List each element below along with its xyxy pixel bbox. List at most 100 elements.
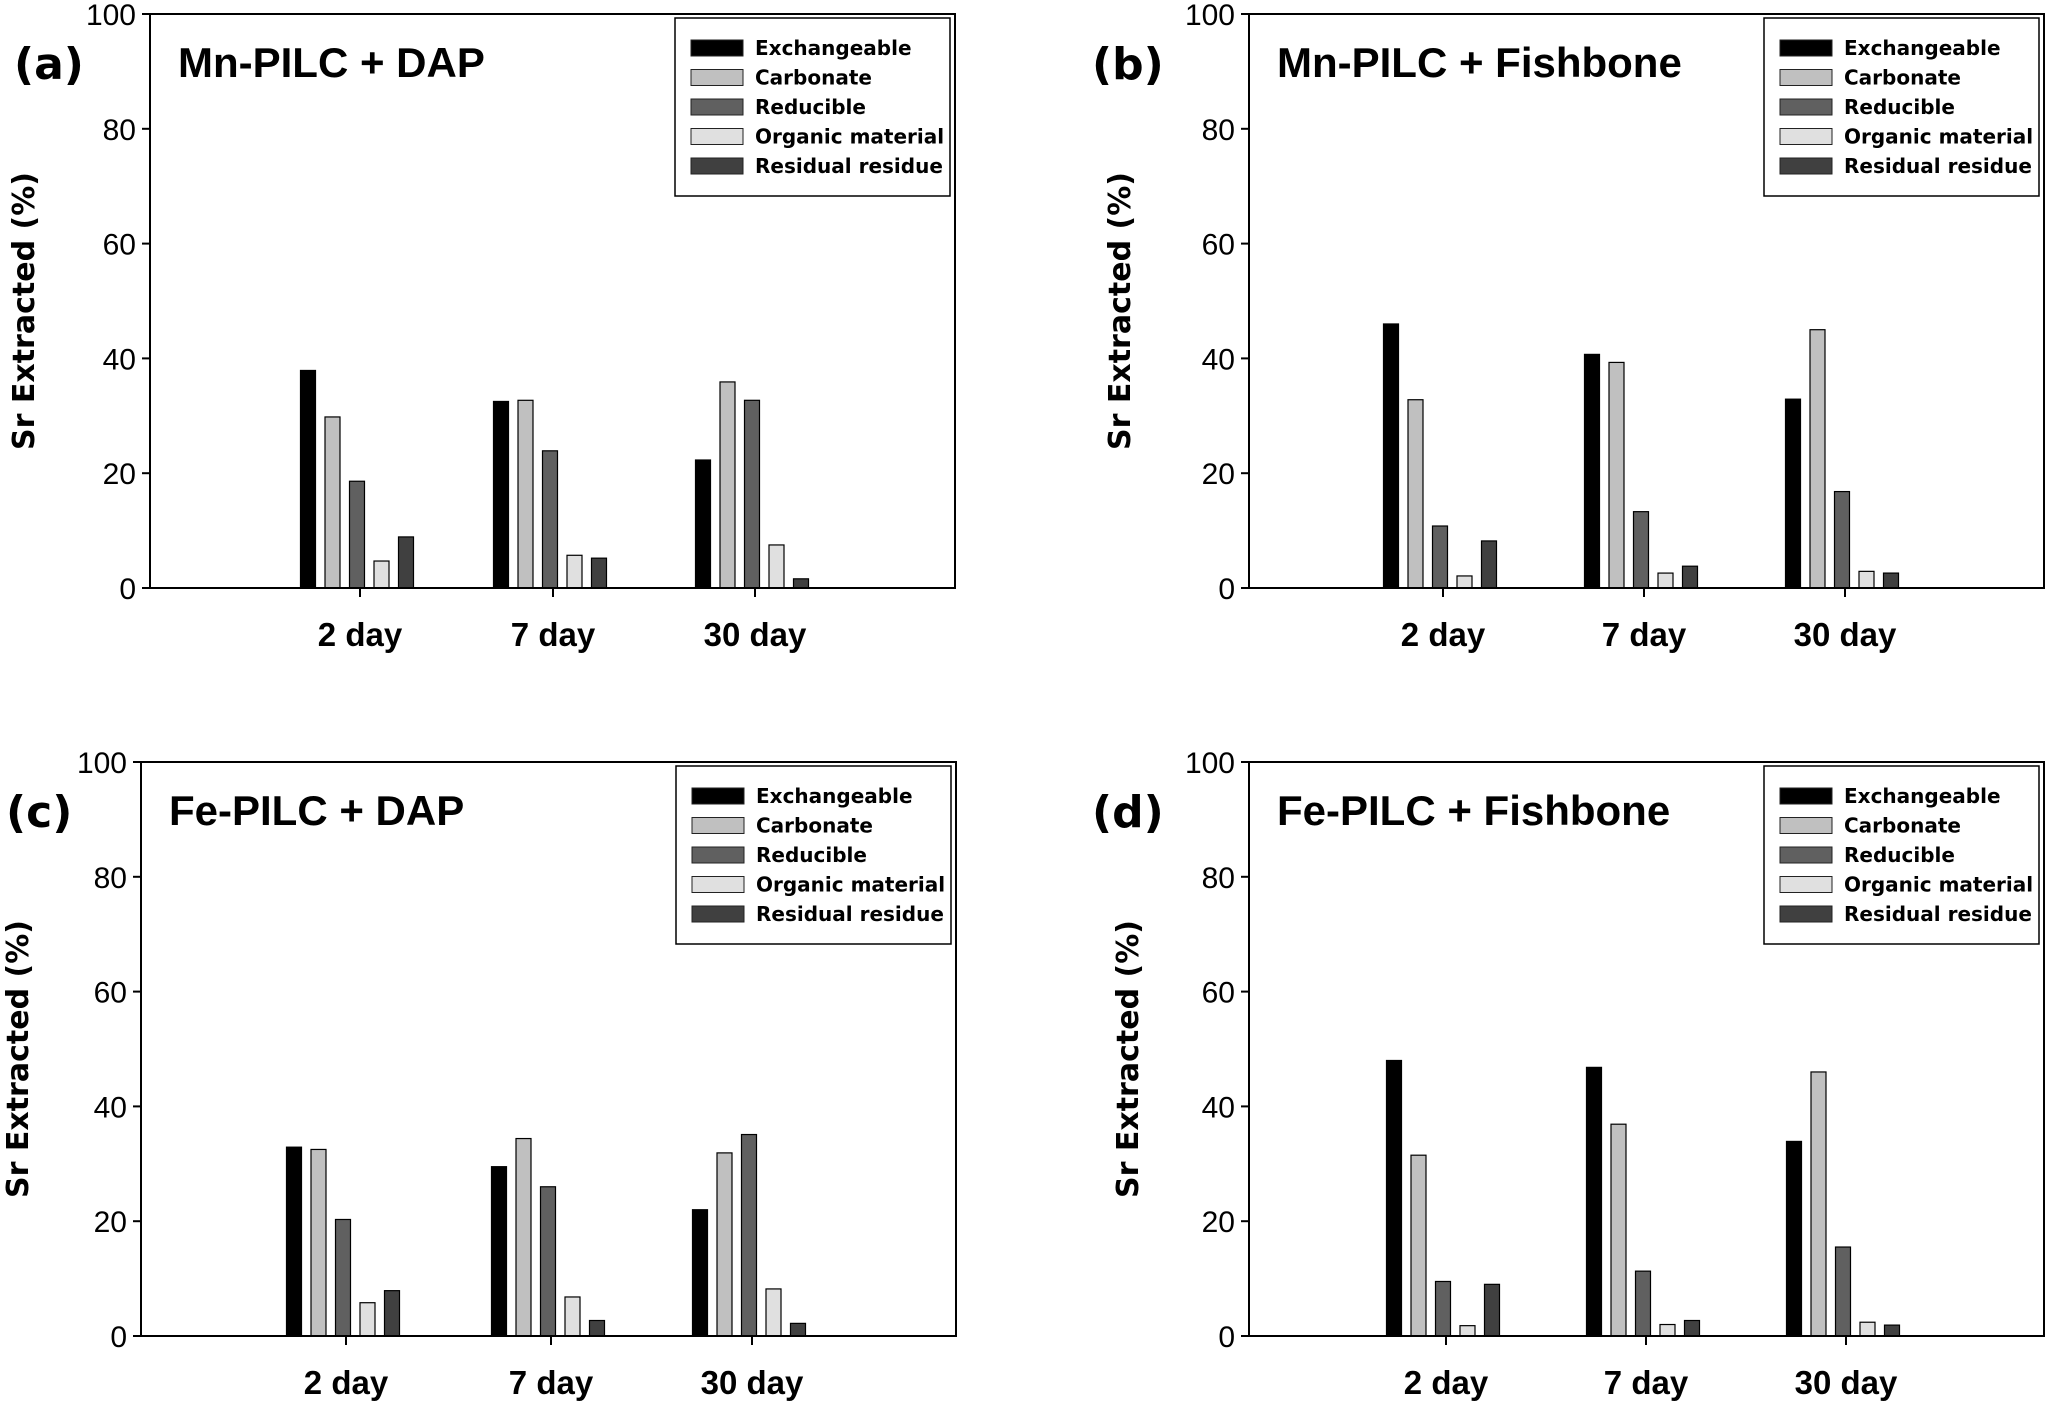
legend-swatch — [690, 157, 744, 175]
legend-swatch — [1779, 69, 1833, 86]
y-tick-label: 40 — [1202, 1091, 1235, 1124]
panel-title: Fe-PILC + Fishbone — [1277, 787, 1670, 834]
plot-frame — [1248, 13, 2045, 589]
y-tick-label: 20 — [94, 1206, 127, 1239]
y-tick-label: 40 — [94, 1091, 127, 1124]
legend-label: Carbonate — [1844, 66, 1961, 90]
bar-exchangeable — [1583, 353, 1601, 589]
bar-organic-material — [1858, 570, 1875, 589]
legend-label: Exchangeable — [756, 784, 913, 808]
x-tick-label: 2 day — [318, 616, 403, 653]
bar-exchangeable — [1785, 1140, 1803, 1337]
legend-label: Exchangeable — [1844, 784, 2001, 808]
legend-swatch — [690, 69, 744, 86]
y-tick-label: 20 — [1202, 1206, 1235, 1239]
x-tick-label: 30 day — [704, 616, 807, 653]
legend-swatch — [691, 846, 745, 864]
bar-reducible — [743, 399, 761, 589]
chart-panel-a: 0 20 40 60 80 100 2 day 7 day 30 day Sr Extracted… — [7, 0, 956, 653]
legend-swatch — [691, 905, 745, 923]
legend-label: Carbonate — [1844, 814, 1961, 838]
legend-label: Reducible — [755, 95, 866, 119]
panel-label: (a) — [14, 39, 84, 90]
bar-reducible — [348, 480, 366, 589]
legend-swatch — [1779, 905, 1833, 923]
legend-swatch — [1779, 846, 1833, 864]
panel-title: Mn-PILC + DAP — [178, 39, 485, 86]
bar-reducible — [539, 1186, 557, 1337]
panel-label: (c) — [6, 787, 72, 838]
y-tick-label: 100 — [1185, 0, 1235, 32]
y-tick-label: 0 — [1218, 573, 1235, 606]
x-tick-label: 30 day — [1794, 616, 1897, 653]
y-tick-label: 100 — [1185, 747, 1235, 780]
legend-label: Residual residue — [1844, 902, 2032, 926]
legend-swatch — [1779, 98, 1833, 116]
bar-organic-material — [1459, 1325, 1476, 1337]
y-tick-label: 0 — [110, 1321, 127, 1354]
chart-panel-d: 0 20 40 60 80 100 2 day 7 day 30 day Sr Extracted… — [1092, 747, 2045, 1401]
bar-organic-material — [1659, 1323, 1676, 1337]
legend-label: Organic material — [1844, 873, 2033, 897]
legend-swatch — [1779, 39, 1833, 57]
bar-exchangeable — [691, 1209, 709, 1337]
y-tick-label: 40 — [1202, 343, 1235, 376]
bar-organic-material — [373, 560, 390, 589]
bar-carbonate — [1407, 399, 1424, 589]
bar-exchangeable — [490, 1166, 508, 1337]
legend-swatch — [690, 98, 744, 116]
legend-label: Residual residue — [1844, 154, 2032, 178]
y-axis-label: Sr Extracted (%) — [1111, 920, 1146, 1198]
bar-exchangeable — [1784, 398, 1802, 589]
bar-organic-material — [566, 554, 583, 589]
bar-reducible — [1833, 490, 1851, 589]
legend-swatch — [1779, 787, 1833, 805]
y-tick-label: 80 — [103, 114, 136, 147]
bar-residual-residue — [590, 557, 608, 589]
y-tick-label: 0 — [119, 573, 136, 606]
x-tick-label: 7 day — [511, 616, 596, 653]
bar-organic-material — [359, 1302, 376, 1337]
x-tick-label: 7 day — [1602, 616, 1687, 653]
plot-frame — [140, 761, 957, 1337]
bar-reducible — [334, 1218, 352, 1337]
x-tick-label: 2 day — [1401, 616, 1486, 653]
y-tick-label: 80 — [94, 862, 127, 895]
x-tick-label: 2 day — [304, 1364, 389, 1401]
legend-swatch — [1779, 817, 1833, 834]
bar-residual-residue — [1480, 540, 1498, 589]
legend-label: Residual residue — [755, 154, 943, 178]
legend-label: Carbonate — [756, 814, 873, 838]
bar-exchangeable — [1585, 1066, 1603, 1337]
bar-carbonate — [1410, 1154, 1427, 1337]
y-tick-label: 20 — [1202, 458, 1235, 491]
bar-residual-residue — [397, 536, 415, 589]
panel-title: Fe-PILC + DAP — [169, 787, 464, 834]
legend-swatch — [691, 787, 745, 805]
y-axis-label: Sr Extracted (%) — [1103, 172, 1138, 450]
x-tick-label: 2 day — [1404, 1364, 1489, 1401]
bar-residual-residue — [1883, 1324, 1901, 1337]
legend-label: Reducible — [1844, 95, 1955, 119]
bar-carbonate — [1809, 329, 1826, 589]
legend-swatch — [691, 876, 745, 893]
bar-carbonate — [719, 381, 736, 589]
bar-carbonate — [1810, 1071, 1827, 1337]
x-tick-label: 30 day — [1795, 1364, 1898, 1401]
bar-carbonate — [324, 416, 341, 589]
bar-carbonate — [1608, 361, 1625, 589]
y-tick-label: 80 — [1202, 862, 1235, 895]
y-tick-label: 60 — [1202, 977, 1235, 1010]
y-tick-label: 60 — [103, 229, 136, 262]
legend-label: Exchangeable — [1844, 36, 2001, 60]
bar-reducible — [541, 450, 559, 589]
bar-reducible — [1632, 511, 1650, 589]
bar-carbonate — [716, 1152, 733, 1337]
x-tick-label: 7 day — [509, 1364, 594, 1401]
bar-reducible — [1431, 525, 1449, 589]
bar-carbonate — [515, 1137, 532, 1337]
legend-swatch — [1779, 128, 1833, 145]
y-tick-label: 100 — [86, 0, 136, 32]
legend-swatch — [1779, 157, 1833, 175]
bar-reducible — [1634, 1270, 1652, 1337]
